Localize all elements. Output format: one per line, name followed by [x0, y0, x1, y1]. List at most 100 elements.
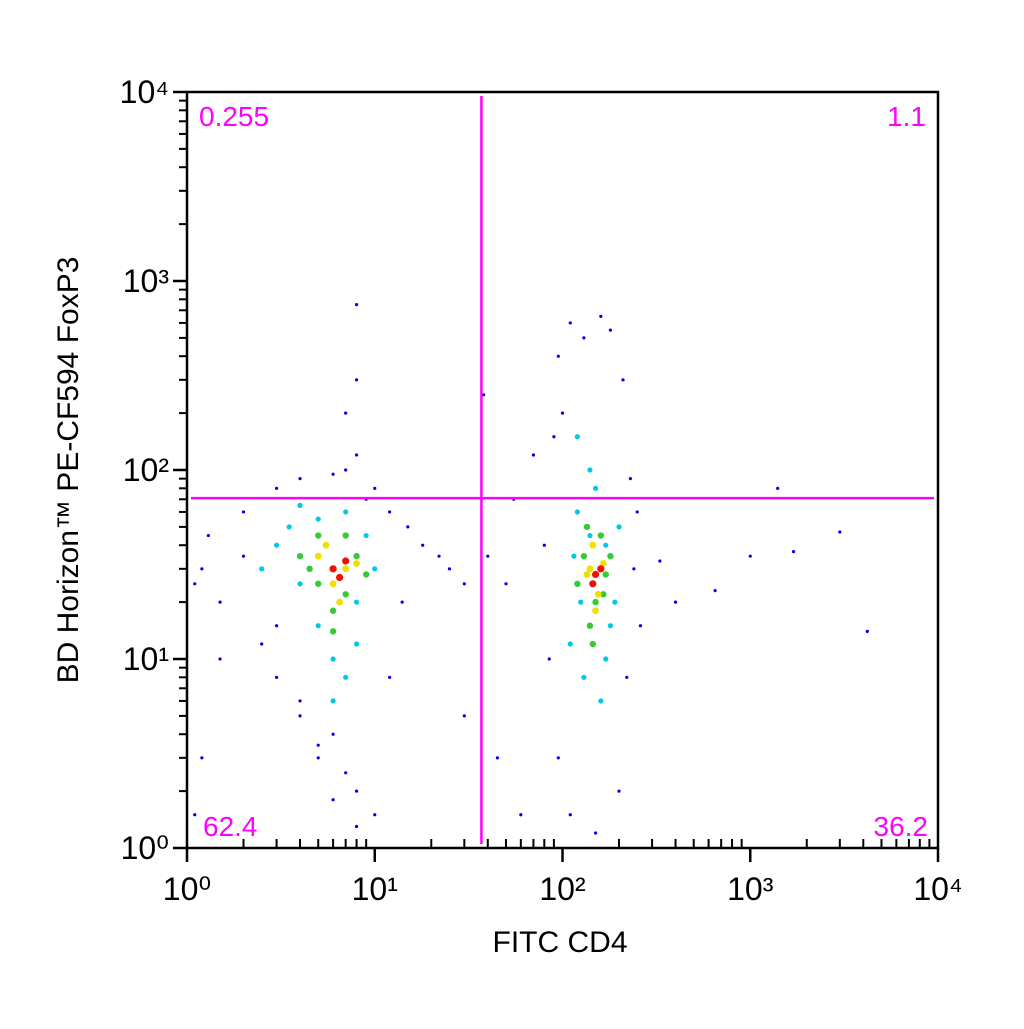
point [363, 532, 369, 539]
point [592, 485, 599, 491]
point [329, 607, 337, 614]
plot-frame [185, 90, 940, 850]
point [353, 641, 360, 647]
point [571, 553, 577, 559]
point [638, 624, 643, 628]
point [607, 623, 614, 629]
point [218, 657, 222, 661]
point [274, 675, 279, 679]
point [400, 600, 404, 604]
point [274, 486, 279, 490]
point [580, 552, 588, 560]
point [600, 591, 607, 598]
point [748, 554, 752, 558]
point [531, 453, 536, 457]
point [568, 813, 572, 817]
point [241, 510, 246, 514]
point [388, 675, 392, 679]
point [556, 354, 560, 358]
point [315, 623, 321, 629]
y-axis-label: BD Horizon™ PE-CF594 FoxP3 [52, 257, 85, 684]
point [462, 714, 466, 718]
point [603, 542, 609, 548]
point [373, 813, 377, 817]
point [273, 542, 280, 548]
y-tick-label: 10¹ [123, 641, 169, 677]
x-tick-label: 10¹ [352, 871, 398, 907]
point [353, 552, 360, 560]
point [200, 567, 204, 571]
point [421, 543, 425, 547]
point [193, 582, 197, 586]
point [336, 598, 344, 606]
point [567, 641, 573, 647]
point [568, 321, 572, 325]
point [598, 698, 604, 704]
point [344, 468, 348, 472]
point [354, 824, 359, 829]
point [591, 570, 600, 579]
point [583, 571, 591, 578]
point [331, 798, 335, 802]
point [354, 789, 359, 793]
point [542, 543, 546, 547]
point [838, 530, 842, 534]
quadrant-percent: 0.255 [199, 101, 269, 132]
point [462, 582, 466, 586]
point [343, 509, 349, 515]
point [298, 477, 302, 481]
x-tick-label: 10⁰ [163, 871, 211, 907]
point [343, 674, 349, 680]
point [315, 580, 322, 587]
quadrant-percent: 1.1 [887, 101, 926, 132]
point [592, 598, 599, 606]
point [599, 560, 607, 567]
point [586, 565, 594, 573]
point [587, 467, 593, 473]
point [586, 622, 594, 629]
point [329, 580, 337, 588]
point [621, 378, 625, 382]
point [556, 756, 560, 760]
point [329, 565, 337, 573]
quadrant-percent: 36.2 [874, 811, 929, 842]
point [597, 532, 605, 539]
point [330, 698, 336, 704]
point [296, 552, 304, 560]
point [628, 477, 633, 481]
point [353, 560, 360, 567]
point [298, 714, 302, 718]
point [486, 554, 490, 558]
point [241, 554, 246, 558]
point [589, 541, 597, 549]
point [597, 565, 605, 573]
point [608, 328, 613, 332]
point [713, 589, 717, 593]
point [388, 510, 392, 514]
point [776, 486, 780, 490]
point [329, 628, 337, 635]
point [658, 559, 662, 563]
point [200, 756, 204, 760]
point [316, 756, 320, 760]
point [298, 699, 302, 703]
point [354, 303, 359, 307]
point [437, 554, 441, 558]
x-axis-label: FITC CD4 [493, 926, 628, 959]
y-tick-label: 10³ [123, 263, 170, 299]
x-tick-label: 10⁴ [913, 871, 962, 907]
point [306, 565, 313, 573]
point [791, 550, 796, 554]
point [592, 607, 599, 615]
point [447, 567, 452, 571]
point [406, 525, 410, 529]
point [574, 509, 580, 515]
y-tick-label: 10⁰ [121, 830, 169, 866]
point [616, 524, 622, 530]
point [342, 532, 349, 539]
point [218, 600, 222, 604]
point [612, 599, 618, 605]
point [617, 789, 621, 793]
point [354, 453, 359, 457]
